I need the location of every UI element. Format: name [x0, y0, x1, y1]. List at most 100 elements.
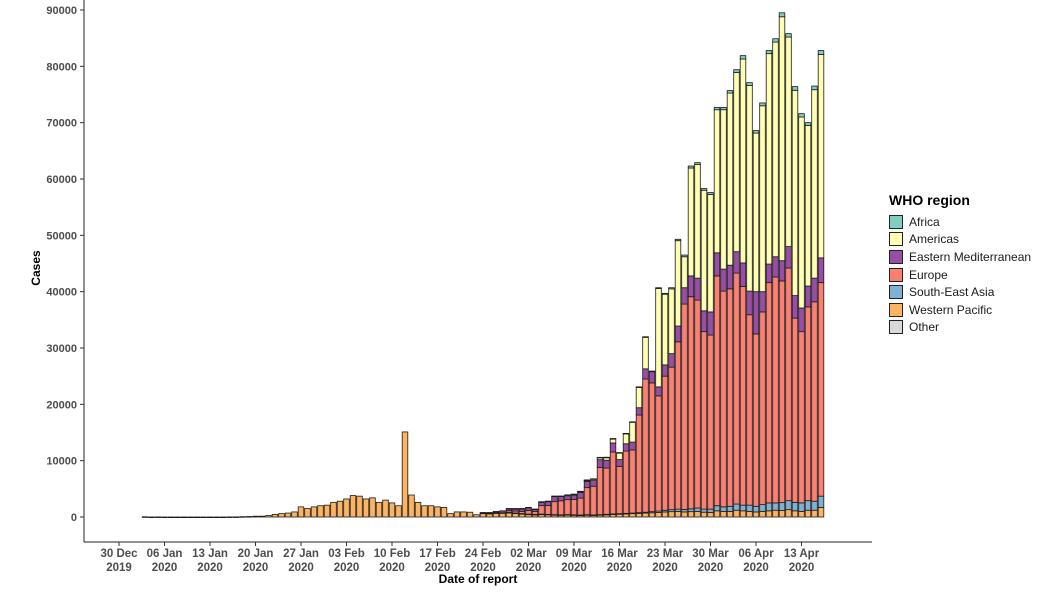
bar-segment-africa	[694, 162, 701, 165]
bar-segment-eastern-mediterranean	[759, 291, 766, 313]
bar-segment-eastern-mediterranean	[544, 501, 552, 507]
legend-label: Africa	[909, 214, 940, 229]
bar-segment-western-pacific	[499, 513, 506, 518]
bar-segment-eastern-mediterranean	[603, 459, 610, 469]
bar-segment-south-east-asia	[713, 505, 721, 512]
bar-segment-western-pacific	[694, 510, 701, 518]
bar-segment-western-pacific	[622, 513, 630, 518]
bar-segment-africa	[616, 452, 623, 454]
bar-segment-africa	[577, 490, 584, 493]
bar-segment-western-pacific	[369, 497, 376, 518]
bar-segment-western-pacific	[141, 516, 149, 518]
bar-segment-eastern-mediterranean	[778, 260, 786, 282]
bar-segment-eastern-mediterranean	[817, 257, 825, 284]
bar-segment-western-pacific	[304, 508, 311, 518]
bar-segment-europe	[629, 449, 636, 514]
bar-segment-europe	[622, 450, 630, 514]
x-tick-label: 13 Apr	[784, 548, 820, 560]
bar-segment-western-pacific	[388, 502, 396, 518]
bar-segment-western-pacific	[174, 516, 181, 519]
y-tick-label: 70000	[46, 118, 77, 130]
legend-label: Americas	[909, 232, 960, 247]
bar-segment-africa	[765, 50, 773, 55]
bar-segment-africa	[798, 113, 805, 118]
bar-segment-europe	[759, 311, 766, 506]
bar-segment-africa	[590, 478, 597, 480]
bar-segment-eastern-mediterranean	[622, 443, 630, 452]
bar-segment-americas	[629, 421, 636, 443]
bar-segment-western-pacific	[726, 510, 734, 518]
x-tick-label: 2020	[698, 562, 724, 574]
bar-segment-eastern-mediterranean	[596, 459, 604, 468]
bar-segment-western-pacific	[187, 516, 194, 519]
bar-segment-western-pacific	[265, 515, 272, 518]
bar-segment-western-pacific	[720, 510, 727, 518]
bar-segment-eastern-mediterranean	[577, 492, 584, 499]
bar-segment-south-east-asia	[720, 506, 727, 512]
bar-segment-western-pacific	[271, 514, 279, 518]
legend-item: Other	[889, 319, 1031, 337]
bar-segment-eastern-mediterranean	[772, 256, 779, 278]
bar-segment-europe	[668, 366, 675, 511]
bar-segment-western-pacific	[232, 516, 240, 518]
bar-segment-africa	[642, 336, 649, 338]
bar-segment-africa	[720, 107, 727, 111]
bar-segment-europe	[733, 272, 740, 505]
bar-segment-americas	[791, 89, 799, 297]
bar-segment-eastern-mediterranean	[785, 246, 792, 269]
x-tick-label: 2020	[243, 562, 269, 574]
bar-segment-africa	[707, 192, 714, 195]
bar-segment-eastern-mediterranean	[720, 268, 727, 292]
bar-segment-europe	[551, 501, 558, 516]
legend-item: Americas	[889, 231, 1031, 249]
bar-segment-europe	[811, 301, 818, 502]
x-tick-label: 10 Feb	[374, 548, 410, 560]
y-tick-label: 0	[71, 512, 77, 524]
legend-label: Eastern Mediterranean	[909, 249, 1032, 264]
bar-segment-western-pacific	[759, 510, 766, 518]
bar-segment-western-pacific	[421, 505, 428, 518]
bar-segment-americas	[668, 288, 675, 355]
y-tick-label: 80000	[46, 61, 77, 73]
x-tick-label: 17 Feb	[419, 548, 455, 560]
bar-segment-africa	[668, 287, 675, 290]
bar-segment-south-east-asia	[694, 507, 701, 512]
bar-segment-western-pacific	[336, 500, 344, 518]
bar-segment-south-east-asia	[804, 500, 812, 511]
bar-segment-western-pacific	[362, 498, 370, 518]
bar-segment-western-pacific	[206, 516, 214, 519]
bar-segment-americas	[726, 92, 734, 266]
bar-segment-africa	[674, 238, 682, 242]
bar-segment-europe	[707, 334, 714, 510]
bar-segment-europe	[752, 333, 760, 507]
bar-segment-south-east-asia	[733, 503, 740, 511]
x-tick-label: 24 Feb	[465, 548, 501, 560]
bar-segment-eastern-mediterranean	[668, 353, 675, 368]
bar-segment-africa	[752, 130, 760, 134]
bar-segment-western-pacific	[291, 511, 298, 518]
bar-segment-europe	[577, 497, 584, 516]
bar-segment-western-pacific	[648, 512, 656, 518]
bar-segment-western-pacific	[200, 516, 207, 519]
bar-segment-africa	[746, 82, 753, 86]
bar-segment-western-pacific	[700, 511, 708, 518]
bar-segment-western-pacific	[817, 507, 825, 518]
bar-segment-europe	[804, 306, 812, 502]
bar-segment-europe	[661, 375, 669, 511]
bar-segment-americas	[811, 89, 818, 279]
y-tick-label: 40000	[46, 287, 77, 299]
bar-segment-americas	[564, 494, 571, 497]
bar-segment-eastern-mediterranean	[609, 442, 617, 453]
bar-segment-africa	[726, 90, 734, 94]
bar-segment-western-pacific	[466, 511, 474, 518]
bar-segment-south-east-asia	[791, 501, 799, 512]
bar-segment-south-east-asia	[687, 508, 695, 513]
bar-segment-eastern-mediterranean	[707, 311, 714, 336]
x-tick-label: 06 Jan	[147, 548, 183, 560]
bar-segment-europe	[785, 267, 792, 502]
bar-segment-eastern-mediterranean	[642, 368, 649, 380]
bar-segment-western-pacific	[154, 516, 162, 518]
bar-segment-south-east-asia	[739, 504, 747, 512]
bar-segment-americas	[661, 293, 669, 366]
legend: WHO region Africa Americas Eastern Mediter…	[889, 192, 1031, 336]
